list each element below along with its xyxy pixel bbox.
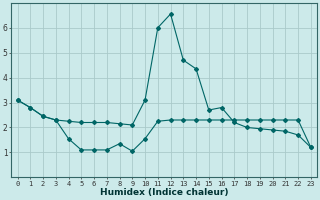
X-axis label: Humidex (Indice chaleur): Humidex (Indice chaleur): [100, 188, 228, 197]
